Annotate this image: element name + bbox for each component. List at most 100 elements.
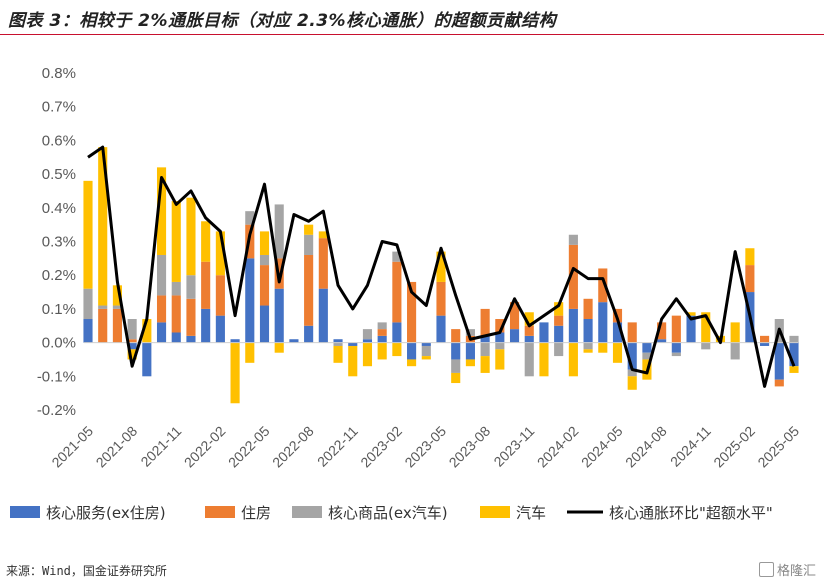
bar-segment-s0: [318, 288, 328, 343]
x-tick-label: 2021-11: [137, 423, 184, 470]
bar-segment-s0: [509, 329, 520, 343]
bar-series: [83, 147, 799, 404]
bar-segment-s0: [289, 339, 299, 343]
bar-segment-s0: [127, 342, 137, 350]
y-tick-label: 0.3%: [42, 234, 76, 251]
x-tick-label: 2024-02: [534, 423, 582, 471]
bar-segment-s3: [583, 349, 593, 353]
bar-segment-s3: [362, 342, 373, 367]
watermark-text: 格隆汇: [776, 564, 816, 579]
bar-segment-s1: [583, 298, 593, 320]
x-tick-label: 2021-05: [48, 423, 96, 471]
bar-segment-s2: [245, 211, 255, 225]
bar-segment-s0: [657, 339, 667, 343]
bar-segment-s0: [421, 342, 431, 346]
bar-segment-s3: [524, 312, 534, 326]
bar-segment-s3: [421, 356, 431, 360]
legend-swatch: [480, 506, 510, 518]
bar-segment-s0: [83, 319, 93, 343]
watermark: 格隆汇: [758, 560, 816, 579]
chart-title: 图表 3：相较于 2%通胀目标（对应 2.3%核心通胀）的超额贡献结构: [8, 11, 557, 31]
bar-segment-s3: [451, 372, 461, 384]
bar-segment-s2: [362, 329, 373, 340]
x-tick-label: 2022-02: [181, 423, 229, 471]
bar-segment-s1: [657, 322, 667, 340]
bar-segment-s3: [480, 356, 490, 373]
x-tick-label: 2025-02: [710, 423, 758, 471]
bar-segment-s1: [760, 335, 770, 343]
bar-segment-s3: [465, 359, 475, 367]
bar-segment-s3: [186, 197, 196, 276]
bar-segment-s2: [789, 335, 799, 343]
bar-segment-s3: [495, 349, 505, 370]
bar-segment-s3: [745, 248, 755, 266]
bar-segment-s2: [127, 319, 137, 340]
bar-segment-s3: [127, 349, 137, 360]
x-tick-label: 2022-11: [314, 423, 361, 470]
bar-segment-s2: [568, 234, 578, 245]
bar-segment-s3: [112, 285, 122, 306]
bar-segment-s2: [186, 275, 196, 299]
bar-segment-s1: [392, 261, 402, 323]
bar-segment-s1: [774, 379, 784, 387]
chart-legend: 核心服务(ex住房) 住房 核心商品(ex汽车) 汽车 核心通胀环比"超额水平": [10, 504, 773, 522]
bar-segment-s3: [215, 231, 225, 276]
line-series: [87, 145, 796, 388]
bar-segment-s2: [642, 352, 652, 360]
bar-segment-s1: [186, 298, 196, 336]
y-axis-tick-labels: -0.2% -0.1% 0.0% 0.1% 0.2% 0.3% 0.4% 0.5% 0.6% 0.…: [37, 65, 76, 419]
bar-segment-s3: [304, 224, 314, 235]
bar-segment-s3: [730, 322, 740, 343]
legend-label: 核心商品(ex汽车): [328, 504, 448, 522]
x-tick-label: 2025-05: [754, 423, 802, 471]
bar-segment-s0: [789, 342, 799, 367]
bar-segment-s1: [407, 281, 417, 343]
x-axis-tick-labels: 2021-052021-082021-112022-022022-052022-…: [48, 423, 802, 471]
bar-segment-s2: [465, 329, 475, 336]
bar-segment-s3: [377, 342, 387, 360]
bar-segment-s1: [112, 308, 122, 343]
bar-segment-s1: [127, 339, 137, 343]
bar-segment-s3: [568, 342, 578, 377]
bar-segment-s1: [304, 254, 314, 326]
bar-segment-s0: [215, 315, 225, 343]
bar-segment-s0: [671, 342, 681, 353]
bar-segment-s1: [436, 281, 446, 316]
bar-segment-s2: [259, 254, 270, 266]
bar-segment-s3: [230, 342, 240, 404]
bar-segment-s1: [495, 319, 505, 333]
bar-segment-s1: [598, 268, 608, 303]
bar-segment-s3: [598, 342, 608, 353]
bar-segment-s3: [245, 342, 255, 363]
bar-segment-s3: [348, 345, 358, 377]
y-tick-label: 0.6%: [42, 132, 76, 149]
bar-segment-s3: [156, 167, 167, 255]
bar-segment-s3: [612, 342, 623, 363]
bar-segment-s0: [554, 325, 564, 343]
bar-segment-s2: [274, 204, 284, 259]
bar-segment-s3: [274, 342, 284, 353]
bar-segment-s0: [583, 319, 593, 343]
y-tick-label: -0.2%: [37, 402, 76, 419]
bar-segment-s3: [318, 231, 328, 239]
bar-segment-s2: [112, 305, 122, 309]
bar-segment-s0: [348, 342, 358, 346]
bar-segment-s0: [274, 288, 284, 343]
bar-segment-s2: [671, 352, 681, 357]
bar-segment-s1: [215, 275, 225, 316]
bar-segment-s3: [436, 251, 446, 282]
bar-segment-s1: [259, 265, 270, 306]
bar-segment-s0: [451, 342, 461, 360]
bar-segment-s2: [730, 342, 740, 360]
bar-segment-s0: [686, 315, 696, 343]
bar-segment-s3: [627, 376, 637, 390]
bar-segment-s1: [156, 295, 167, 323]
bar-segment-s2: [171, 281, 181, 296]
bar-segment-s2: [421, 345, 431, 357]
bar-segment-s3: [142, 319, 152, 343]
bar-segment-s1: [524, 325, 534, 336]
title-divider: [0, 34, 824, 35]
bar-segment-s0: [392, 322, 402, 343]
bar-segment-s0: [598, 302, 608, 343]
bar-segment-s3: [201, 221, 211, 262]
